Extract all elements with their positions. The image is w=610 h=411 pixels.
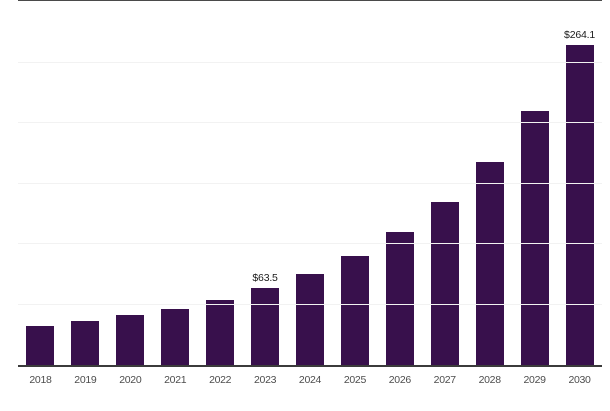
bar-group-2027 bbox=[422, 1, 467, 365]
bar-2027 bbox=[430, 201, 459, 365]
bar-group-2020 bbox=[108, 1, 153, 365]
bar-2024 bbox=[295, 274, 324, 365]
gridline-50 bbox=[18, 303, 602, 305]
bar-2026 bbox=[385, 231, 414, 365]
data-label-2023: $63.5 bbox=[252, 272, 278, 285]
bar-group-2030: $264.1 bbox=[557, 1, 602, 365]
x-tick-2026: 2026 bbox=[388, 374, 411, 386]
x-tick-2025: 2025 bbox=[343, 374, 366, 386]
x-tick-2022: 2022 bbox=[209, 374, 232, 386]
bar-2018 bbox=[26, 326, 55, 365]
data-label-2030: $264.1 bbox=[564, 29, 595, 41]
bar-group-2029 bbox=[512, 1, 557, 365]
bar-2025 bbox=[340, 255, 369, 365]
bar-group-2023: $63.5 bbox=[243, 1, 288, 365]
bar-2022 bbox=[206, 299, 235, 365]
bar-group-2026 bbox=[377, 1, 422, 365]
x-tick-2023: 2023 bbox=[253, 374, 277, 386]
gridline-100 bbox=[18, 243, 602, 245]
bar-2020 bbox=[116, 314, 145, 365]
x-axis-labels: 2018 2019 2020 2021 2022 2023 2024 2025 2026 2027… bbox=[18, 372, 602, 392]
x-tick-2020: 2020 bbox=[119, 374, 142, 386]
bars-container: $63.5 $264.1 bbox=[18, 1, 602, 365]
bar-2021 bbox=[161, 309, 190, 365]
x-tick-2021: 2021 bbox=[164, 374, 187, 386]
bar-group-2019 bbox=[63, 1, 108, 365]
bar-group-2025 bbox=[332, 1, 377, 365]
bar-group-2028 bbox=[467, 1, 512, 365]
gridline-150 bbox=[18, 182, 602, 184]
bar-2023 bbox=[251, 288, 280, 365]
x-tick-2024: 2024 bbox=[298, 374, 322, 386]
gridline-200 bbox=[18, 122, 602, 124]
x-tick-2027: 2027 bbox=[433, 374, 456, 386]
plot-area: $63.5 $264.1 bbox=[18, 0, 602, 367]
x-tick-2030: 2030 bbox=[568, 374, 591, 386]
bar-2028 bbox=[475, 161, 504, 365]
gridline-250 bbox=[18, 61, 602, 63]
bar-group-2024 bbox=[288, 1, 333, 365]
x-tick-2018: 2018 bbox=[29, 374, 52, 386]
x-tick-2029: 2029 bbox=[523, 374, 546, 386]
bar-2029 bbox=[520, 110, 549, 365]
x-tick-2028: 2028 bbox=[478, 374, 501, 386]
bar-group-2022 bbox=[198, 1, 243, 365]
x-tick-2019: 2019 bbox=[74, 374, 97, 386]
bar-2019 bbox=[71, 321, 100, 365]
bar-2030 bbox=[565, 45, 594, 365]
bar-group-2018 bbox=[18, 1, 63, 365]
bar-group-2021 bbox=[153, 1, 198, 365]
